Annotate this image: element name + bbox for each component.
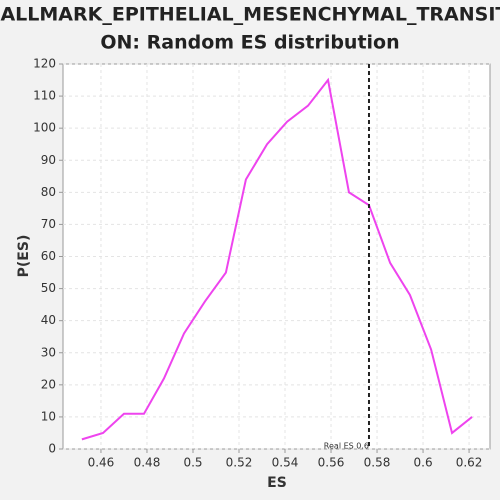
y-tick-label: 80	[41, 185, 56, 199]
y-tick-label: 100	[33, 121, 56, 135]
data-line	[81, 77, 473, 441]
chart-title: HALLMARK_EPITHELIAL_MESENCHYMAL_TRANSITI	[0, 4, 500, 26]
x-tick-label: 0.46	[88, 456, 115, 470]
x-tick-label: 0.58	[364, 456, 391, 470]
y-tick-label: 10	[41, 409, 56, 423]
x-tick-label: 0.56	[318, 456, 345, 470]
y-axis-label: P(ES)	[16, 235, 32, 278]
x-tick-label: 0.6	[414, 456, 433, 470]
x-axis-label: ES	[267, 475, 287, 491]
y-tick-label: 120	[33, 57, 56, 71]
x-tick-label: 0.62	[456, 456, 483, 470]
x-tick-label: 0.48	[134, 456, 161, 470]
y-tick-label: 30	[41, 345, 56, 359]
y-tick-label: 60	[41, 249, 56, 263]
x-tick-label: 0.5	[183, 456, 202, 470]
y-tick-label: 70	[41, 217, 56, 231]
x-tick-label: 0.52	[226, 456, 253, 470]
y-tick-label: 0	[48, 442, 56, 456]
x-tick-label: 0.54	[272, 456, 299, 470]
y-tick-label: 110	[33, 89, 56, 103]
real-es-label: Real ES 0.6	[324, 442, 369, 451]
y-tick-label: 20	[41, 377, 56, 391]
y-tick-label: 40	[41, 313, 56, 327]
y-tick-label: 90	[41, 153, 56, 167]
chart-title: ON: Random ES distribution	[100, 32, 399, 54]
y-tick-label: 50	[41, 281, 56, 295]
